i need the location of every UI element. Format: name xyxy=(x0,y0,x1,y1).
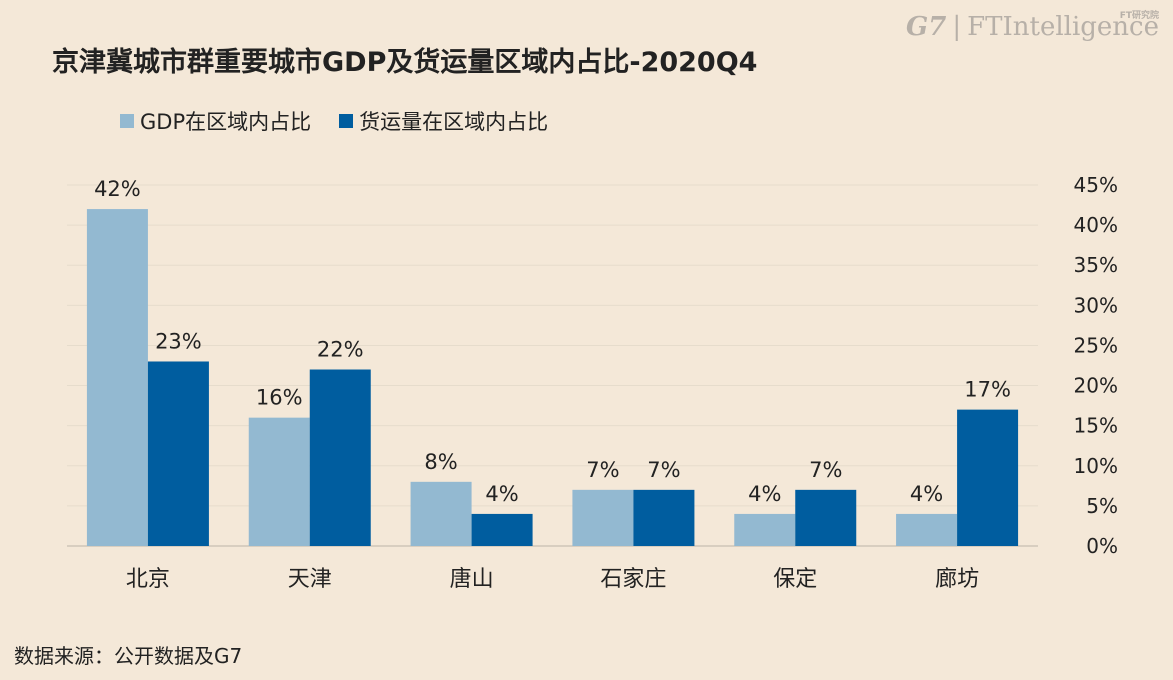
bar xyxy=(633,489,695,546)
bar xyxy=(896,513,958,546)
y-tick-label: 5% xyxy=(1086,494,1118,518)
y-tick-label: 0% xyxy=(1086,534,1118,558)
x-tick-label: 廊坊 xyxy=(935,567,979,592)
data-label: 8% xyxy=(424,450,457,474)
data-label: 42% xyxy=(94,177,141,201)
brand-logo: G7 | FTIntelligence FT研究院 xyxy=(906,11,1159,42)
chart-legend: GDP在区域内占比 货运量在区域内占比 xyxy=(120,106,576,136)
data-label: 7% xyxy=(809,458,842,482)
bar xyxy=(957,409,1019,546)
logo-ft-intelligence: FTIntelligence xyxy=(967,12,1159,42)
bar xyxy=(309,369,371,546)
data-label: 17% xyxy=(964,378,1011,402)
x-tick-label: 石家庄 xyxy=(600,567,666,592)
logo-g7: G7 xyxy=(906,12,947,42)
bar xyxy=(248,417,310,546)
data-label: 16% xyxy=(256,386,303,410)
y-tick-label: 40% xyxy=(1074,213,1118,237)
bar xyxy=(471,513,533,546)
bar xyxy=(86,209,148,547)
data-label: 4% xyxy=(910,482,943,506)
data-label: 7% xyxy=(647,458,680,482)
data-label: 4% xyxy=(485,482,518,506)
data-label: 22% xyxy=(317,338,364,362)
x-tick-label: 北京 xyxy=(126,567,170,592)
legend-item-gdp: GDP在区域内占比 xyxy=(120,106,311,136)
logo-ft-research: FT研究院 xyxy=(1119,11,1159,21)
source-note: 数据来源：公开数据及G7 xyxy=(14,644,243,668)
y-tick-label: 30% xyxy=(1074,293,1118,317)
data-label: 23% xyxy=(155,329,202,353)
y-tick-label: 15% xyxy=(1074,414,1118,438)
legend-label-freight: 货运量在区域内占比 xyxy=(359,110,549,134)
x-tick-label: 唐山 xyxy=(450,567,494,592)
legend-label-gdp: GDP在区域内占比 xyxy=(140,110,312,134)
data-label: 4% xyxy=(748,482,781,506)
chart-title: 京津冀城市群重要城市GDP及货运量区域内占比-2020Q4 xyxy=(52,47,758,78)
bar xyxy=(147,361,209,546)
y-tick-label: 20% xyxy=(1074,374,1118,398)
data-label: 7% xyxy=(586,458,619,482)
y-tick-label: 10% xyxy=(1074,454,1118,478)
bar xyxy=(572,489,634,546)
y-tick-label: 35% xyxy=(1074,253,1118,277)
logo-separator: | xyxy=(952,12,962,42)
y-tick-label: 25% xyxy=(1074,333,1118,357)
y-tick-label: 45% xyxy=(1074,173,1118,197)
legend-swatch-freight xyxy=(339,114,354,128)
x-tick-label: 保定 xyxy=(773,567,817,592)
legend-item-freight: 货运量在区域内占比 xyxy=(339,106,548,136)
bar xyxy=(734,513,796,546)
bar xyxy=(410,481,472,546)
x-tick-label: 天津 xyxy=(288,567,332,592)
bar xyxy=(795,489,857,546)
legend-swatch-gdp xyxy=(120,114,134,128)
